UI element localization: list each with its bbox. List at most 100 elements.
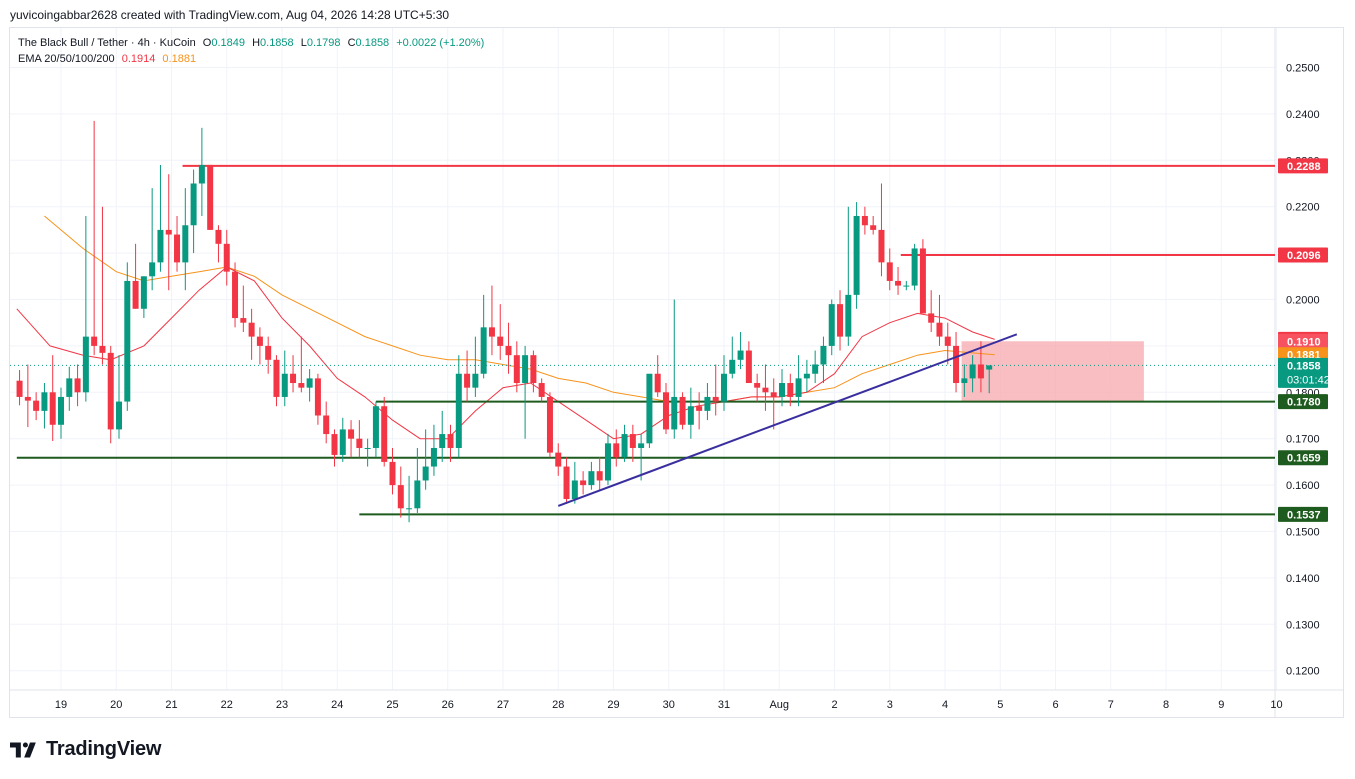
candle-down: [919, 248, 926, 314]
y-tick-label: 0.2200: [1286, 202, 1320, 214]
candle-down: [679, 396, 686, 425]
level-tag-bg: [1278, 158, 1328, 174]
candle-up: [795, 378, 802, 397]
candle-down: [223, 243, 230, 272]
candle-up: [820, 345, 827, 365]
candle-down: [240, 318, 247, 323]
candle-down: [256, 336, 263, 346]
candle-down: [596, 471, 603, 481]
candle-down: [174, 234, 181, 263]
candle-down: [290, 373, 297, 384]
candle-down: [928, 313, 935, 323]
candle-down: [91, 336, 98, 346]
candle-down: [745, 350, 752, 384]
candle-down: [24, 396, 31, 401]
candle-down: [16, 380, 23, 397]
ema20-value: 0.1914: [121, 53, 156, 65]
candle-down: [248, 322, 255, 337]
candles: [16, 120, 993, 523]
candle-down: [497, 336, 504, 346]
candle-up: [845, 294, 852, 337]
chart-frame: [9, 27, 1344, 718]
x-tick-label: 19: [55, 699, 67, 711]
candle-up: [140, 276, 147, 309]
x-tick-label: 10: [1270, 699, 1282, 711]
candle-down: [447, 434, 454, 448]
brand-name: TradingView: [46, 738, 162, 760]
chart-credit: yuvicoingabbar2628 created with TradingV…: [10, 8, 450, 22]
candle-down: [770, 392, 777, 397]
level-tag-text: 0.2096: [1287, 250, 1321, 262]
candle-down: [397, 485, 404, 509]
x-tick-label: Aug: [769, 699, 789, 711]
candle-down: [107, 352, 114, 430]
candle-up: [306, 378, 313, 388]
y-tick-label: 0.2400: [1286, 109, 1320, 121]
candle-down: [207, 164, 214, 230]
candle-down: [265, 345, 272, 360]
candle-down: [662, 392, 669, 430]
x-tick-label: 2: [831, 699, 837, 711]
candle-up: [364, 447, 371, 449]
candle-down: [464, 373, 471, 388]
candle-up: [182, 225, 189, 263]
plot-area: [10, 120, 1275, 523]
candle-up: [281, 373, 288, 397]
level-tag: 0.1780: [1278, 394, 1328, 410]
last-price-tag-text: 0.1858: [1287, 360, 1321, 372]
candle-up: [41, 392, 48, 411]
x-tick-label: 27: [497, 699, 509, 711]
candle-up: [911, 248, 918, 286]
candle-up: [124, 280, 131, 402]
candle-down: [505, 345, 512, 356]
candle-up: [903, 285, 910, 287]
candle-down: [563, 466, 570, 500]
candle-up: [721, 373, 727, 402]
x-tick-label: 4: [942, 699, 948, 711]
ema50-value: 0.1881: [162, 53, 197, 65]
candle-up: [729, 359, 736, 374]
candle-down: [323, 415, 330, 435]
candle-down: [298, 383, 305, 388]
candle-down: [33, 400, 40, 411]
candle-up: [969, 364, 976, 379]
sell-zone: [961, 341, 1144, 402]
indicator-tag-bg: [1278, 333, 1328, 349]
x-tick-label: 29: [607, 699, 619, 711]
legend-symbol[interactable]: The Black Bull / Tether · 4h · KuCoin: [18, 37, 196, 49]
x-tick-label: 31: [718, 699, 730, 711]
candle-up: [779, 383, 786, 397]
x-tick-label: 22: [221, 699, 233, 711]
x-tick-label: 30: [663, 699, 675, 711]
level-tag-text: 0.1780: [1287, 397, 1321, 409]
candle-down: [580, 480, 587, 486]
ema-label[interactable]: EMA 20/50/100/200: [18, 53, 115, 65]
countdown-text: 03:01:42: [1287, 374, 1330, 386]
candle-up: [66, 378, 73, 397]
level-tag-bg: [1278, 394, 1328, 410]
grid: [10, 28, 1277, 690]
x-tick-label: 25: [386, 699, 398, 711]
tradingview-logo[interactable]: TradingView: [10, 738, 161, 761]
close-label: C: [347, 37, 356, 49]
candle-up: [339, 429, 346, 455]
candle-up: [430, 447, 437, 467]
x-tick-label: 3: [887, 699, 893, 711]
x-tick-label: 8: [1163, 699, 1169, 711]
candle-down: [74, 378, 81, 393]
candle-up: [372, 406, 379, 448]
candle-up: [646, 373, 653, 444]
high-value: 0.1858: [260, 37, 294, 49]
candle-down: [944, 336, 951, 346]
candle-up: [571, 480, 578, 500]
candle-down: [837, 304, 844, 337]
legend-ohlc-row: The Black Bull / Tether · 4h · KuCoin O0…: [18, 35, 488, 51]
candle-down: [762, 387, 769, 393]
candle-up: [671, 396, 678, 430]
level-tag: 0.1537: [1278, 506, 1328, 522]
candle-down: [49, 392, 56, 425]
legend-ema-row: EMA 20/50/100/200 0.1914 0.1881: [18, 51, 488, 67]
candle-up: [406, 508, 413, 510]
candle-down: [977, 364, 984, 379]
